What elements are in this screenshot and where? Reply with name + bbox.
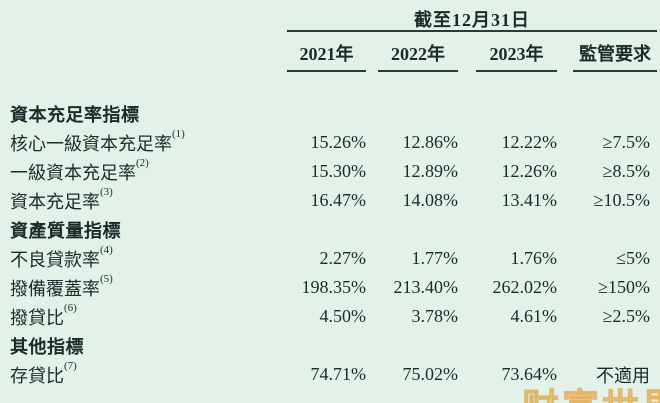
row-label: 資本充足率指標 bbox=[10, 104, 140, 125]
section-header-row: 資本充足率指標 bbox=[0, 99, 657, 128]
row-label: 資本充足率(3) bbox=[10, 185, 113, 212]
label-column-spacer bbox=[0, 40, 287, 72]
column-header-2023: 2023年 bbox=[458, 40, 557, 72]
column-header-2021: 2021年 bbox=[287, 40, 366, 72]
value-cell: 1.76% bbox=[510, 248, 558, 268]
table-row: 存貸比(7) 74.71% 75.02% 73.64% 不適用 bbox=[0, 360, 657, 389]
column-header-regulatory-requirement: 監管要求 bbox=[557, 40, 657, 72]
column-header-label: 2021年 bbox=[287, 40, 366, 72]
value-cell: 14.08% bbox=[402, 190, 459, 210]
value-cell: 3.78% bbox=[411, 306, 459, 326]
value-cell: 198.35% bbox=[301, 277, 367, 297]
table-row: 資本充足率(3) 16.47% 14.08% 13.41% ≥10.5% bbox=[0, 186, 657, 215]
value-cell: 4.61% bbox=[510, 306, 558, 326]
value-cell: 2.27% bbox=[319, 248, 367, 268]
value-cell: 4.50% bbox=[319, 306, 367, 326]
row-label: 存貸比(7) bbox=[10, 359, 77, 386]
value-cell: 15.26% bbox=[310, 132, 367, 152]
footnote-marker: (3) bbox=[100, 185, 113, 198]
row-label: 其他指標 bbox=[10, 336, 84, 357]
table-row: 核心一級資本充足率(1) 15.26% 12.86% 12.22% ≥7.5% bbox=[0, 128, 657, 157]
footnote-marker: (7) bbox=[64, 359, 77, 372]
footnote-marker: (5) bbox=[100, 272, 113, 285]
footnote-marker: (1) bbox=[172, 127, 185, 140]
section-header-row: 資產質量指標 bbox=[0, 215, 657, 244]
watermark: 财富世界 bbox=[522, 377, 660, 403]
value-cell: ≥7.5% bbox=[602, 132, 650, 152]
footnote-marker: (4) bbox=[100, 243, 113, 256]
value-cell: 15.30% bbox=[310, 161, 367, 181]
table-row: 撥貸比(6) 4.50% 3.78% 4.61% ≥2.5% bbox=[0, 302, 657, 331]
value-cell: 不適用 bbox=[596, 365, 650, 386]
footnote-marker: (6) bbox=[64, 301, 77, 314]
value-cell: 12.22% bbox=[501, 132, 558, 152]
value-cell: 13.41% bbox=[501, 190, 558, 210]
value-cell: 12.89% bbox=[402, 161, 459, 181]
value-cell: 12.26% bbox=[501, 161, 558, 181]
table-row: 不良貸款率(4) 2.27% 1.77% 1.76% ≤5% bbox=[0, 244, 657, 273]
value-cell: ≥8.5% bbox=[602, 161, 650, 181]
value-cell: ≥150% bbox=[598, 277, 650, 297]
value-cell: ≥10.5% bbox=[593, 190, 650, 210]
value-cell: 262.02% bbox=[492, 277, 558, 297]
column-header-label: 2022年 bbox=[378, 40, 458, 72]
value-cell: 12.86% bbox=[402, 132, 459, 152]
row-label: 核心一級資本充足率(1) bbox=[10, 127, 185, 154]
section-header-row: 其他指標 bbox=[0, 331, 657, 360]
value-cell: ≤5% bbox=[616, 248, 650, 268]
period-header: 截至12月31日 bbox=[414, 10, 530, 30]
table-body: 資本充足率指標 核心一級資本充足率(1) 15.26% 12.86% 12.22% ≥7.… bbox=[0, 99, 657, 389]
column-header-row: 2021年 2022年 2023年 監管要求 bbox=[0, 40, 657, 72]
row-label: 一級資本充足率(2) bbox=[10, 156, 149, 183]
column-header-2022: 2022年 bbox=[366, 40, 458, 72]
header-top-rule bbox=[287, 30, 657, 32]
row-label: 資產質量指標 bbox=[10, 220, 121, 241]
column-header-label: 2023年 bbox=[476, 40, 557, 72]
row-label: 不良貸款率(4) bbox=[10, 243, 113, 270]
column-header-label: 監管要求 bbox=[573, 40, 657, 72]
row-label: 撥貸比(6) bbox=[10, 301, 77, 328]
value-cell: 1.77% bbox=[411, 248, 459, 268]
row-label: 撥備覆蓋率(5) bbox=[10, 272, 113, 299]
value-cell: 16.47% bbox=[310, 190, 367, 210]
value-cell: 213.40% bbox=[393, 277, 459, 297]
value-cell: 75.02% bbox=[402, 364, 459, 384]
footnote-marker: (2) bbox=[136, 156, 149, 169]
value-cell: ≥2.5% bbox=[602, 306, 650, 326]
value-cell: 74.71% bbox=[310, 364, 367, 384]
table-row: 撥備覆蓋率(5) 198.35% 213.40% 262.02% ≥150% bbox=[0, 273, 657, 302]
value-cell: 73.64% bbox=[501, 364, 558, 384]
table-row: 一級資本充足率(2) 15.30% 12.89% 12.26% ≥8.5% bbox=[0, 157, 657, 186]
